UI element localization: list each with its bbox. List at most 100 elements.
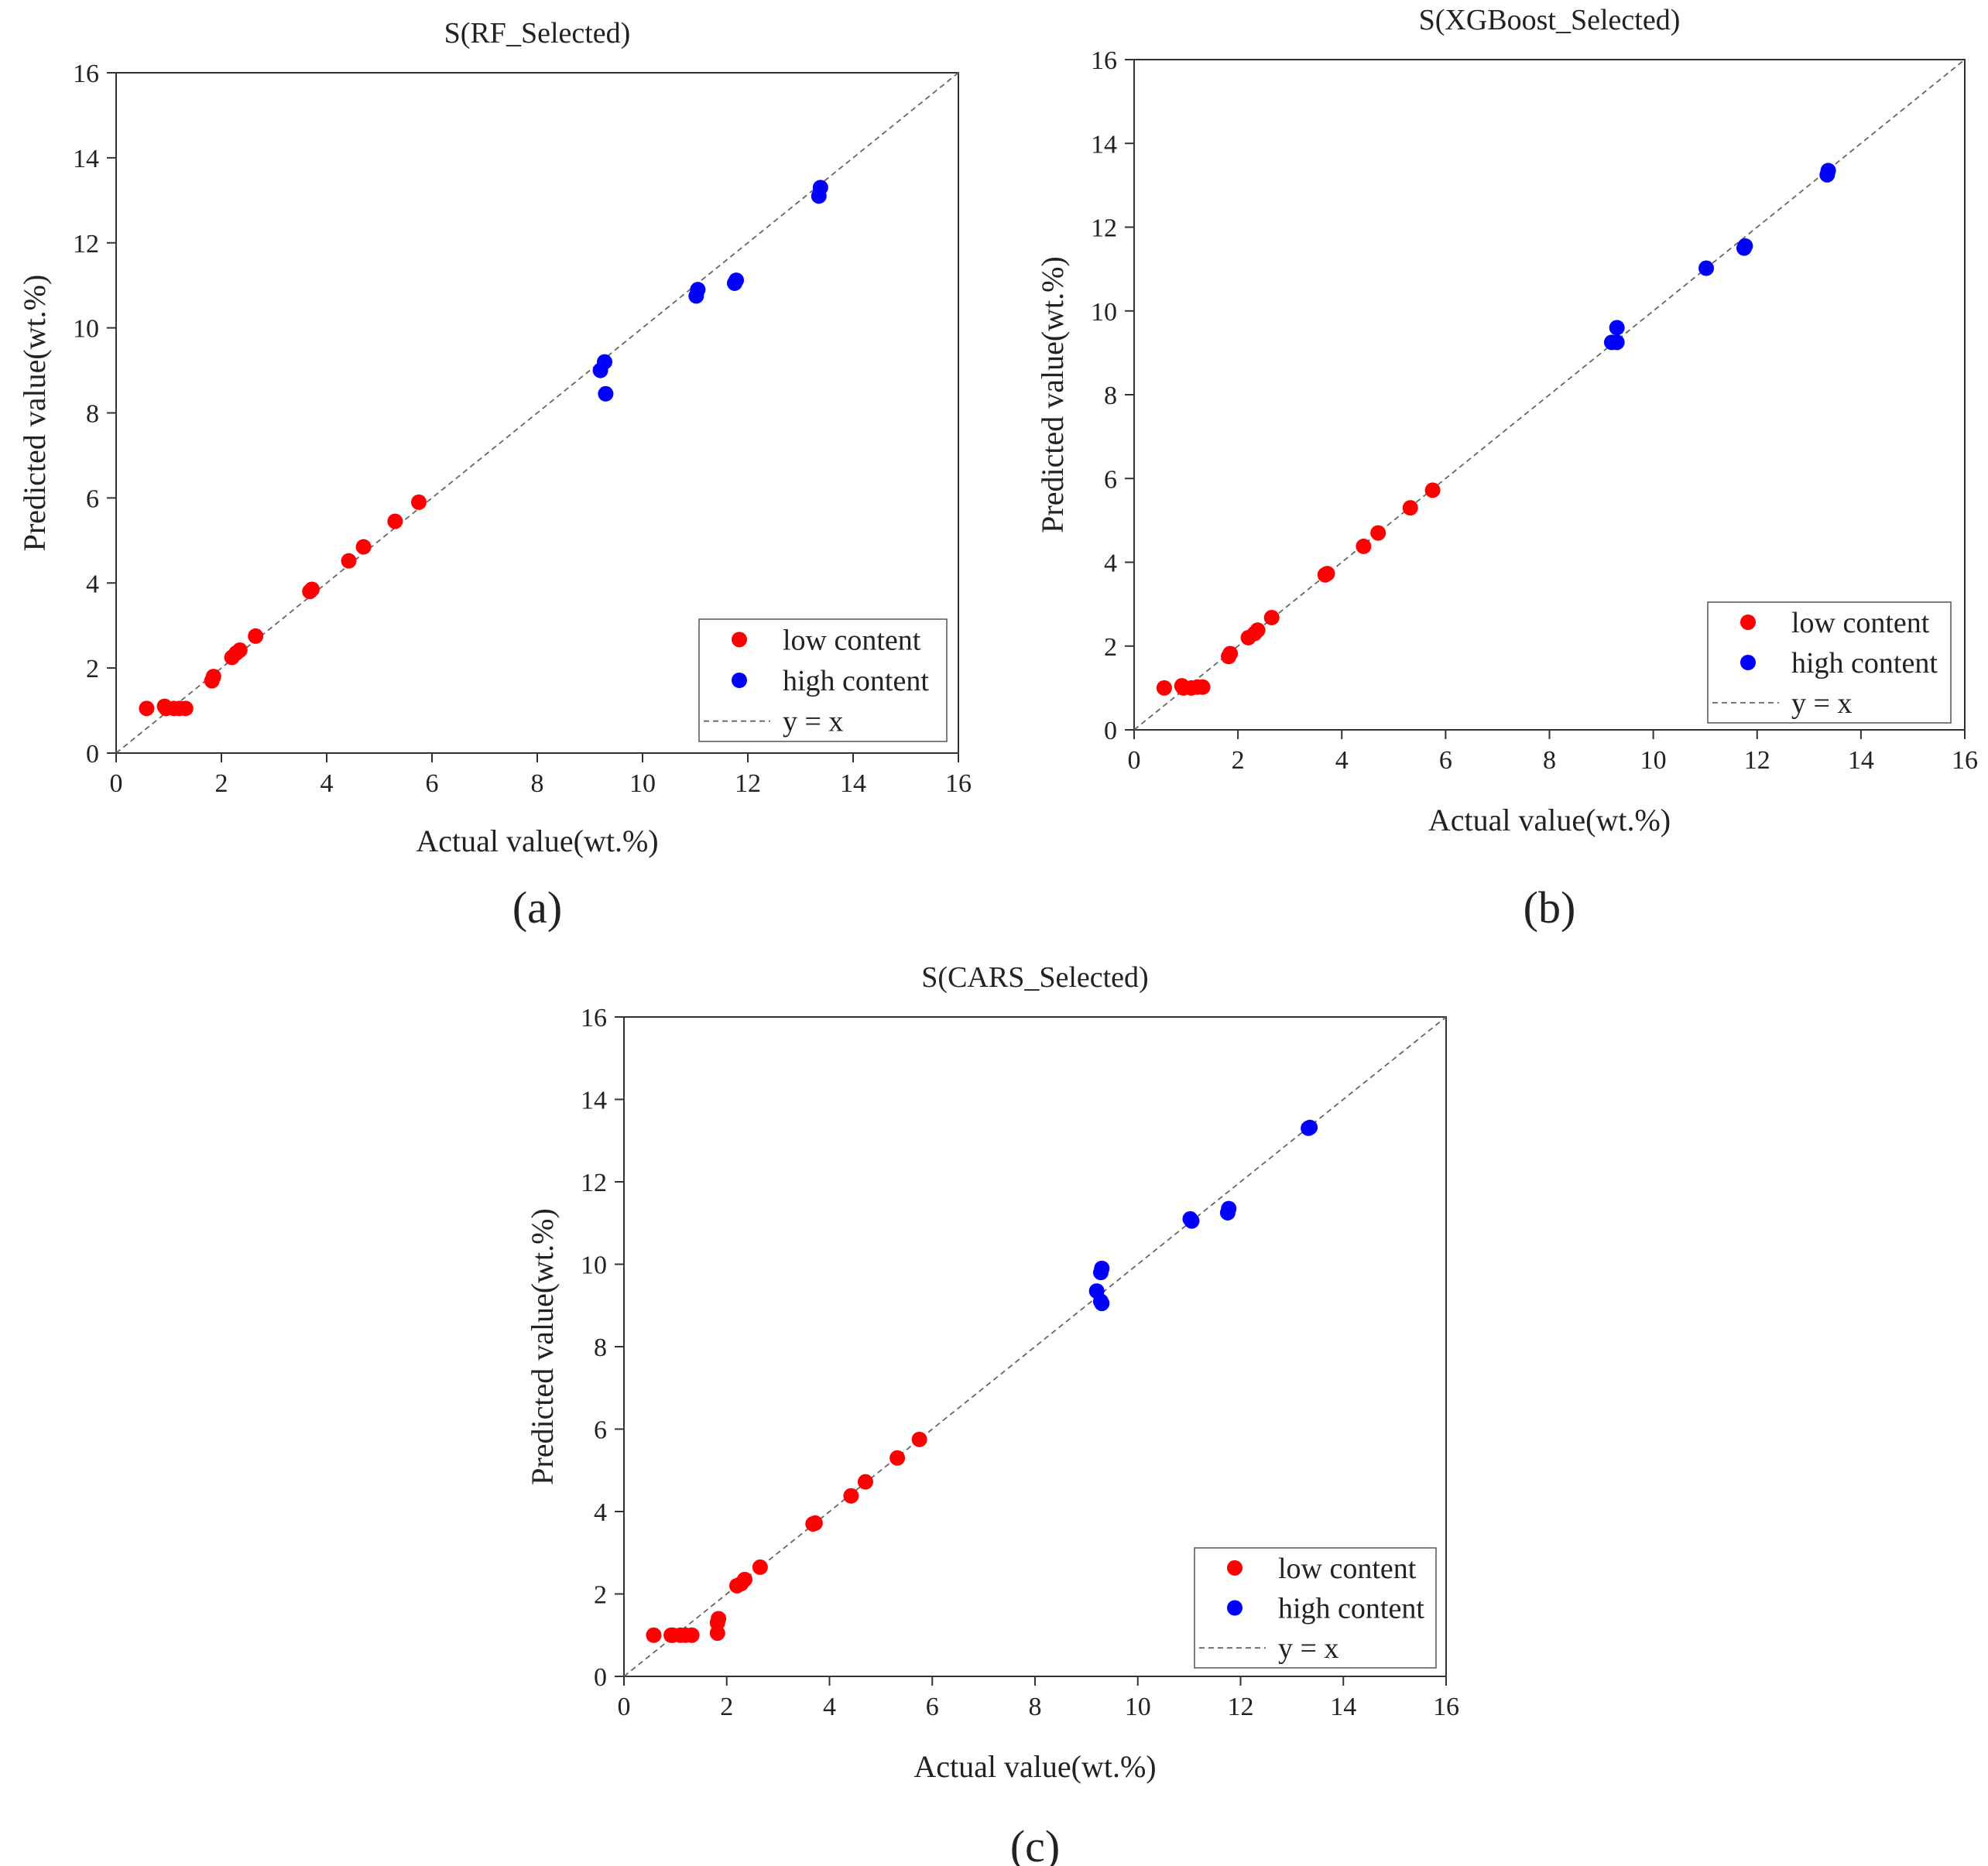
y-tick-label: 14 — [581, 1087, 607, 1115]
x-tick-label: 4 — [320, 769, 334, 798]
x-tick-label: 4 — [823, 1693, 836, 1721]
high-content-point — [1609, 334, 1625, 351]
y-axis-label: Predicted value(wt.%) — [17, 275, 52, 552]
high-content-point — [598, 385, 614, 402]
x-tick-label: 10 — [1125, 1693, 1151, 1721]
x-tick-label: 2 — [215, 769, 228, 798]
low-content-point — [355, 539, 372, 555]
low-content-point — [303, 581, 320, 597]
x-tick-label: 8 — [531, 769, 544, 798]
y-tick-label: 4 — [1104, 550, 1117, 578]
panel-label: (c) — [1010, 1821, 1060, 1866]
legend-entry-label: y = x — [783, 706, 843, 738]
low-content-point — [205, 669, 221, 685]
high-content-point — [597, 354, 613, 370]
y-tick-label: 10 — [73, 315, 99, 344]
y-tick-label: 0 — [594, 1663, 607, 1692]
x-axis-label: Actual value(wt.%) — [913, 1749, 1156, 1784]
panel-label: (b) — [1524, 882, 1576, 933]
y-tick-label: 12 — [581, 1169, 607, 1197]
low-content-point — [1156, 680, 1172, 696]
y-axis-label: Predicted value(wt.%) — [1035, 256, 1070, 533]
x-tick-label: 12 — [1228, 1693, 1254, 1721]
x-tick-label: 12 — [735, 769, 761, 798]
low-content-point — [1370, 525, 1386, 541]
y-tick-label: 14 — [1091, 130, 1117, 159]
low-content-point — [411, 494, 427, 510]
low-content-point — [646, 1627, 662, 1643]
low-content-point — [857, 1474, 873, 1490]
y-tick-label: 6 — [1104, 465, 1117, 494]
x-tick-label: 6 — [1439, 746, 1452, 775]
high-content-point — [728, 272, 745, 289]
high-content-point — [1094, 1296, 1110, 1312]
x-axis-label: Actual value(wt.%) — [416, 823, 658, 858]
legend-entry-label: y = x — [1278, 1632, 1338, 1665]
panel-c: 0 2 4 6 8 10 12 14 16 0 2 4 6 8 10 12 14 16 S(CARS_Selecte… — [525, 961, 1459, 1866]
high-content-point — [1698, 260, 1715, 276]
x-tick-label: 4 — [1335, 746, 1349, 775]
low-content-point — [711, 1611, 727, 1627]
high-content-point — [812, 180, 828, 196]
low-content-point — [248, 628, 264, 644]
low-content-point — [807, 1515, 823, 1531]
high-content-point — [1609, 320, 1625, 336]
low-content-point — [843, 1488, 859, 1504]
x-tick-label: 14 — [840, 769, 866, 798]
legend-marker-high — [1740, 655, 1756, 670]
x-tick-label: 0 — [1128, 746, 1141, 775]
low-content-point — [911, 1431, 927, 1447]
legend-marker-high — [1227, 1600, 1242, 1616]
high-content-point — [1820, 163, 1836, 179]
panel-label: (a) — [512, 882, 562, 933]
y-tick-label: 12 — [73, 230, 99, 259]
high-content-point — [1221, 1200, 1237, 1217]
x-tick-label: 10 — [1640, 746, 1667, 775]
chart-title: S(CARS_Selected) — [921, 961, 1148, 994]
x-tick-label: 0 — [618, 1693, 631, 1721]
low-content-point — [1195, 679, 1211, 695]
y-tick-label: 16 — [1091, 46, 1117, 75]
legend-marker-low — [732, 632, 747, 648]
legend-entry-label: low content — [783, 624, 921, 656]
y-tick-label: 16 — [73, 60, 99, 88]
low-content-point — [736, 1571, 752, 1587]
x-axis-label: Actual value(wt.%) — [1428, 803, 1671, 837]
y-axis-label: Predicted value(wt.%) — [525, 1208, 560, 1485]
low-content-point — [387, 513, 403, 529]
x-tick-label: 16 — [1433, 1693, 1459, 1721]
legend-marker-low — [1227, 1560, 1242, 1576]
y-tick-label: 14 — [73, 145, 99, 173]
legend-entry-label: high content — [1278, 1593, 1424, 1625]
legend-entry-label: low content — [1278, 1553, 1417, 1585]
y-tick-label: 12 — [1091, 214, 1117, 243]
x-tick-label: 10 — [629, 769, 656, 798]
y-tick-label: 0 — [86, 740, 99, 769]
chart-title: S(RF_Selected) — [444, 17, 631, 50]
x-tick-label: 12 — [1744, 746, 1770, 775]
legend-marker-low — [1740, 615, 1756, 630]
low-content-point — [1263, 609, 1280, 625]
y-tick-label: 8 — [594, 1334, 607, 1362]
x-tick-label: 14 — [1330, 1693, 1356, 1721]
y-tick-label: 4 — [86, 570, 99, 598]
x-tick-label: 2 — [720, 1693, 733, 1721]
x-tick-label: 2 — [1232, 746, 1245, 775]
legend-entry-label: high content — [783, 665, 929, 697]
y-tick-label: 10 — [581, 1251, 607, 1280]
y-tick-label: 6 — [594, 1416, 607, 1445]
low-content-point — [1249, 622, 1266, 639]
y-tick-label: 2 — [86, 655, 99, 683]
x-tick-label: 16 — [1952, 746, 1978, 775]
y-tick-label: 10 — [1091, 298, 1117, 327]
y-tick-label: 2 — [1104, 633, 1117, 662]
high-content-point — [1184, 1213, 1200, 1229]
y-tick-label: 8 — [86, 400, 99, 429]
low-content-point — [1222, 645, 1239, 662]
x-tick-label: 8 — [1543, 746, 1556, 775]
legend-entry-label: y = x — [1791, 687, 1852, 720]
y-tick-label: 16 — [581, 1004, 607, 1032]
low-content-point — [1402, 500, 1418, 516]
